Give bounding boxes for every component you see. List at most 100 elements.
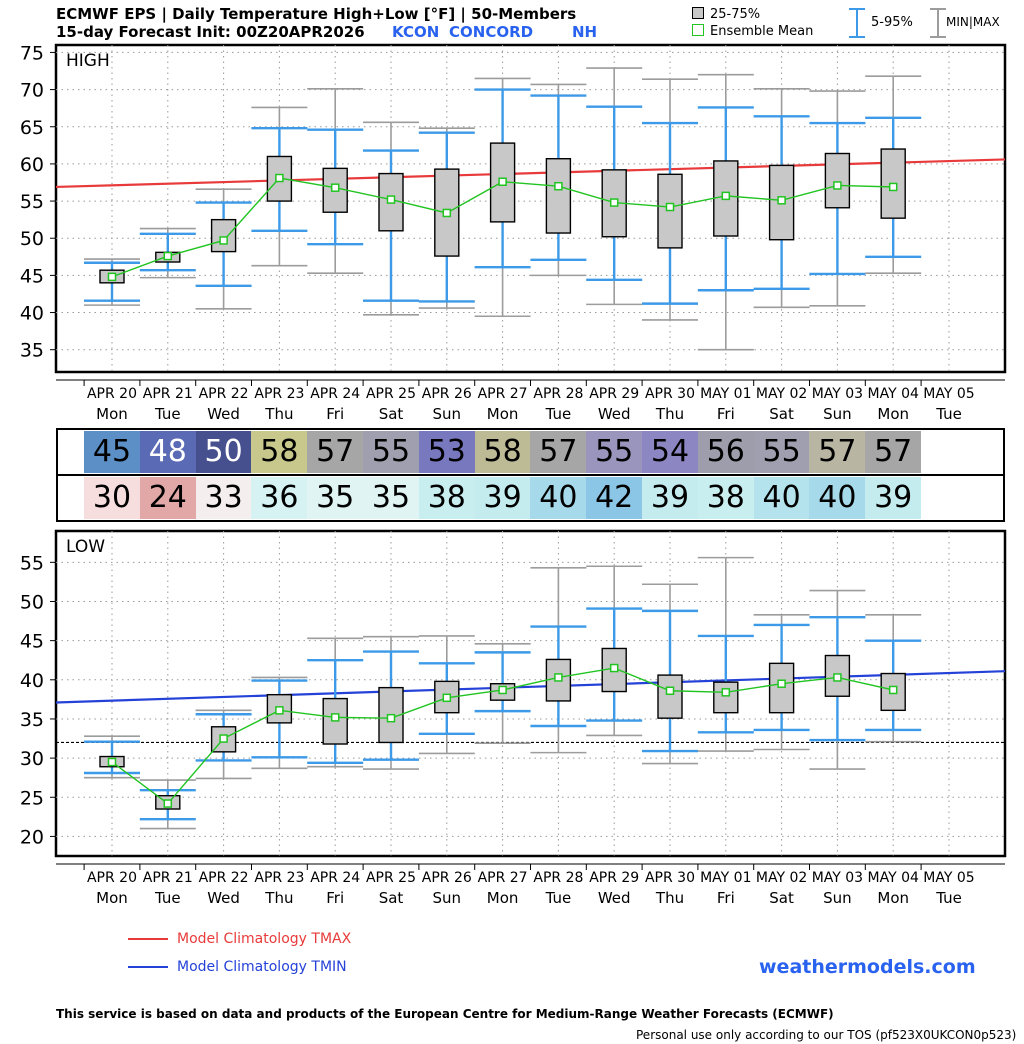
x-day-label: Sun xyxy=(823,405,852,423)
mean-point xyxy=(665,202,675,212)
x-date-label: MAY 05 xyxy=(923,386,974,402)
x-day-label: Wed xyxy=(598,405,631,423)
x-date-label: MAY 02 xyxy=(756,870,807,886)
legend-mean-label: Ensemble Mean xyxy=(710,24,814,39)
x-day-label: Fri xyxy=(717,405,735,423)
mean-point xyxy=(554,181,563,191)
forecast-value-cell: 57 xyxy=(307,431,364,473)
x-date-label: APR 25 xyxy=(366,870,416,886)
mean-point xyxy=(554,673,563,682)
ecmwf-disclaimer: This service is based on data and produc… xyxy=(56,1007,834,1021)
y-tick-label: 35 xyxy=(20,340,44,362)
y-tick-label: 65 xyxy=(20,117,44,139)
mean-point xyxy=(442,693,452,703)
x-day-label: Fri xyxy=(326,405,344,423)
forecast-value-cell: 33 xyxy=(195,477,252,519)
x-day-label: Sat xyxy=(379,889,404,907)
forecast-value-cell: 36 xyxy=(251,477,308,519)
station-name: CONCORD xyxy=(449,23,534,41)
x-date-label: APR 24 xyxy=(310,386,360,402)
mean-point xyxy=(219,236,228,245)
x-date-label: APR 20 xyxy=(87,386,137,402)
mean-point xyxy=(386,195,396,204)
x-date-label: APR 28 xyxy=(533,870,583,886)
x-day-label: Fri xyxy=(717,889,735,907)
mean-point xyxy=(330,713,340,722)
x-date-label: MAY 05 xyxy=(923,870,974,886)
x-day-label: Mon xyxy=(96,405,128,423)
panel-title: HIGH xyxy=(66,51,110,71)
forecast-value-cell: 39 xyxy=(474,477,531,519)
y-tick-label: 40 xyxy=(20,303,44,325)
mean-point xyxy=(609,663,619,673)
y-tick-label: 30 xyxy=(20,748,44,770)
mean-point xyxy=(275,173,284,183)
mean-point xyxy=(609,198,619,207)
legend-minmax-label: MIN|MAX xyxy=(946,15,1000,29)
legend-mean: Ensemble Mean xyxy=(692,24,813,39)
forecast-value-cell: 48 xyxy=(139,431,196,473)
forecast-value-cell: 58 xyxy=(474,431,531,473)
forecast-value-cell: 39 xyxy=(865,477,922,519)
legend-box: 25-75% xyxy=(692,7,760,22)
iqr-box xyxy=(266,693,293,724)
x-day-label: Wed xyxy=(207,889,240,907)
x-day-label: Thu xyxy=(655,405,684,423)
x-date-label: MAY 01 xyxy=(700,870,751,886)
x-date-label: APR 26 xyxy=(422,386,472,402)
box-swatch-icon xyxy=(692,7,704,19)
x-day-label: Thu xyxy=(264,889,293,907)
x-date-label: APR 21 xyxy=(143,386,193,402)
iqr-box xyxy=(545,158,572,234)
forecast-value-cell: 38 xyxy=(418,477,475,519)
forecast-value-cell: 50 xyxy=(195,431,252,473)
iqr-box xyxy=(713,681,739,714)
x-date-label: APR 28 xyxy=(533,386,583,402)
x-day-label: Mon xyxy=(96,889,128,907)
x-day-label: Sat xyxy=(769,405,794,423)
mean-point xyxy=(107,757,117,767)
x-date-label: APR 23 xyxy=(254,870,304,886)
high-temperature-chart: 35 40 45 50 55 60 65 70 75 HIGH APR 20 Mon APR 21 Tue… xyxy=(20,42,1007,423)
forecast-value-cell: 56 xyxy=(697,431,754,473)
forecast-value-cell: 53 xyxy=(418,431,475,473)
legend-whisker-label: 5-95% xyxy=(871,15,913,30)
forecast-value-cell: 55 xyxy=(586,431,643,473)
x-day-label: Mon xyxy=(487,405,519,423)
x-day-label: Tue xyxy=(154,405,181,423)
x-day-label: Sun xyxy=(823,889,852,907)
mean-point xyxy=(275,706,284,715)
forecast-value-cell: 40 xyxy=(809,477,866,519)
station-region: NH xyxy=(572,23,598,41)
brand-link[interactable]: weathermodels.com xyxy=(759,956,976,978)
iqr-box xyxy=(210,218,237,253)
forecast-value-cell: 54 xyxy=(642,431,698,473)
x-date-label: MAY 03 xyxy=(812,386,863,402)
x-day-label: Fri xyxy=(326,889,344,907)
iqr-box xyxy=(768,662,795,714)
x-day-label: Mon xyxy=(487,889,519,907)
x-day-label: Mon xyxy=(877,889,909,907)
y-tick-label: 55 xyxy=(20,552,44,574)
x-day-label: Tue xyxy=(935,405,962,423)
forecast-value-cell: 35 xyxy=(307,477,364,519)
mean-point xyxy=(888,685,898,695)
iqr-box xyxy=(824,152,851,209)
mean-point xyxy=(107,272,117,282)
mean-swatch-icon xyxy=(692,24,704,36)
x-day-label: Thu xyxy=(264,405,293,423)
y-tick-label: 50 xyxy=(20,591,44,613)
chart-title: ECMWF EPS | Daily Temperature High+Low [… xyxy=(56,5,577,23)
x-date-label: APR 23 xyxy=(254,386,304,402)
x-day-label: Wed xyxy=(207,405,240,423)
forecast-value-cell: 30 xyxy=(84,477,140,519)
y-tick-label: 60 xyxy=(20,154,44,176)
y-tick-label: 55 xyxy=(20,191,44,213)
plot-frame xyxy=(54,43,1007,374)
x-date-label: MAY 04 xyxy=(868,386,919,402)
mean-point xyxy=(721,191,731,201)
mean-point xyxy=(833,181,842,190)
y-tick-label: 20 xyxy=(20,826,44,848)
tos-notice: Personal use only according to our TOS (… xyxy=(636,1028,1017,1042)
x-date-label: MAY 03 xyxy=(812,870,863,886)
